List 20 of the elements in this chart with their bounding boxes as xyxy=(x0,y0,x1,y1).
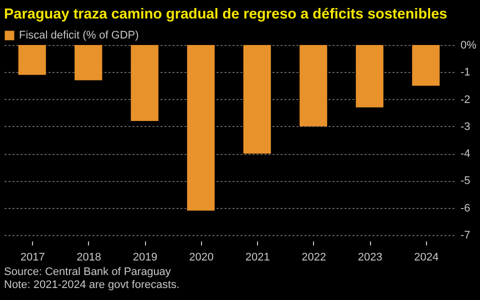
x-tick-label: 2018 xyxy=(76,252,102,264)
source-note: Source: Central Bank of Paraguay xyxy=(4,266,172,279)
chart-title: Paraguay traza camino gradual de regreso a déficits sostenibles xyxy=(4,6,448,22)
y-tick-label: -6 xyxy=(460,202,470,214)
x-tick-label: 2020 xyxy=(189,252,214,264)
x-tick-label: 2019 xyxy=(132,252,158,264)
y-tick-label: -5 xyxy=(460,175,470,188)
x-tick-label: 2022 xyxy=(302,252,326,264)
x-tick-label: 2023 xyxy=(358,252,382,264)
y-tick-label: -7 xyxy=(460,230,470,242)
y-tick-label: 0% xyxy=(460,40,477,52)
legend-label: Fiscal deficit (% of GDP) xyxy=(19,30,139,42)
y-tick-label: -2 xyxy=(460,94,470,106)
x-tick-label: 2021 xyxy=(245,252,270,264)
x-tick-label: 2024 xyxy=(414,252,439,264)
y-tick-label: -3 xyxy=(460,120,470,133)
x-tick-label: 2017 xyxy=(20,252,45,264)
y-tick-label: -4 xyxy=(460,148,470,160)
y-tick-label: -1 xyxy=(460,66,470,79)
text: Note: 2021-2024 are govt forecasts. xyxy=(4,279,180,292)
